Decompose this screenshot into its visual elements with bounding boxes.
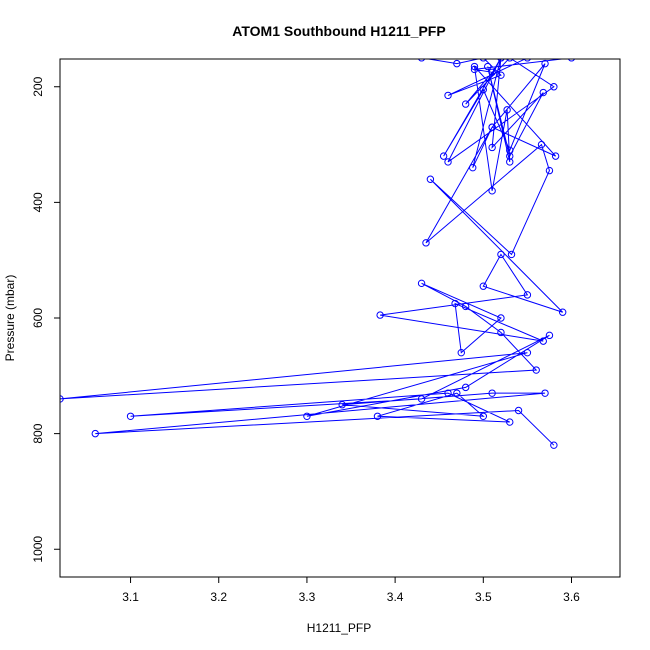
y-axis: 200 400 600 800 1000: [31, 76, 60, 563]
data-point: [444, 158, 452, 166]
data-point: [488, 123, 496, 131]
data-point: [497, 71, 505, 79]
data-point: [497, 250, 505, 259]
data-point: [497, 59, 505, 62]
data-point: [470, 62, 479, 71]
data-point: [506, 158, 514, 166]
data-point: [126, 412, 135, 420]
data-point: [457, 348, 465, 357]
data-point: [461, 302, 470, 311]
data-point: [523, 59, 531, 62]
x-tick-label: 3.2: [210, 590, 227, 604]
data-point: [506, 146, 514, 155]
data-point: [507, 250, 516, 259]
x-tick-label: 3.5: [475, 590, 492, 604]
plot-frame: [59, 58, 621, 578]
y-tick-label: 800: [31, 423, 45, 443]
data-point: [506, 152, 514, 160]
data-point: [523, 291, 532, 299]
data-point: [541, 389, 549, 397]
data-point: [503, 106, 511, 114]
data-point: [461, 100, 470, 108]
x-tick-label: 3.1: [122, 590, 139, 604]
data-point: [488, 389, 496, 397]
data-point: [550, 441, 558, 449]
data-point: [479, 59, 487, 62]
data-point: [469, 163, 477, 172]
y-tick-label: 200: [31, 76, 45, 96]
data-point: [497, 314, 505, 322]
data-point: [422, 239, 430, 247]
data-point: [444, 389, 452, 397]
data-point: [539, 337, 547, 345]
data-point: [488, 187, 496, 195]
series-line: [60, 59, 567, 446]
data-point: [479, 412, 488, 420]
data-point: [453, 389, 461, 397]
data-point: [532, 366, 540, 374]
y-tick-label: 400: [31, 192, 45, 212]
data-point: [444, 91, 452, 100]
x-axis-label: H1211_PFP: [307, 621, 371, 635]
data-point: [551, 152, 560, 160]
plot-area: [60, 59, 576, 449]
data-point: [514, 406, 523, 415]
data-point: [338, 401, 346, 409]
data-point: [484, 62, 492, 71]
y-tick-label: 600: [31, 308, 45, 328]
data-point: [479, 85, 488, 94]
x-axis: 3.1 3.2 3.3 3.4 3.5 3.6: [122, 577, 580, 604]
data-point: [418, 59, 426, 62]
data-point: [417, 279, 426, 288]
data-point: [426, 175, 435, 183]
data-point: [417, 395, 426, 403]
y-tick-label: 1000: [31, 536, 45, 563]
data-point: [567, 59, 576, 62]
data-point: [439, 152, 448, 160]
chart-title: ATOM1 Southbound H1211_PFP: [232, 23, 445, 39]
data-point: [91, 429, 99, 438]
data-point: [558, 308, 567, 316]
data-point: [523, 348, 532, 357]
data-point: [539, 88, 547, 97]
data-point: [545, 331, 554, 340]
data-point: [506, 418, 514, 426]
x-tick-label: 3.3: [299, 590, 316, 604]
x-tick-label: 3.4: [387, 590, 404, 604]
data-point: [488, 68, 496, 76]
data-point: [60, 395, 64, 403]
data-point: [453, 59, 461, 68]
data-point: [550, 83, 558, 91]
data-point: [541, 59, 549, 68]
data-point: [488, 143, 496, 152]
data-point: [537, 140, 546, 149]
data-point: [479, 282, 488, 290]
y-axis-label: Pressure (mbar): [3, 275, 17, 362]
data-point: [373, 412, 382, 420]
data-point: [506, 59, 514, 62]
data-point: [461, 383, 470, 392]
data-point: [470, 65, 479, 74]
data-point: [545, 166, 554, 175]
data-point: [303, 412, 311, 420]
data-point: [376, 311, 384, 319]
data-point: [451, 299, 459, 308]
x-tick-label: 3.6: [563, 590, 580, 604]
data-point: [497, 328, 505, 337]
